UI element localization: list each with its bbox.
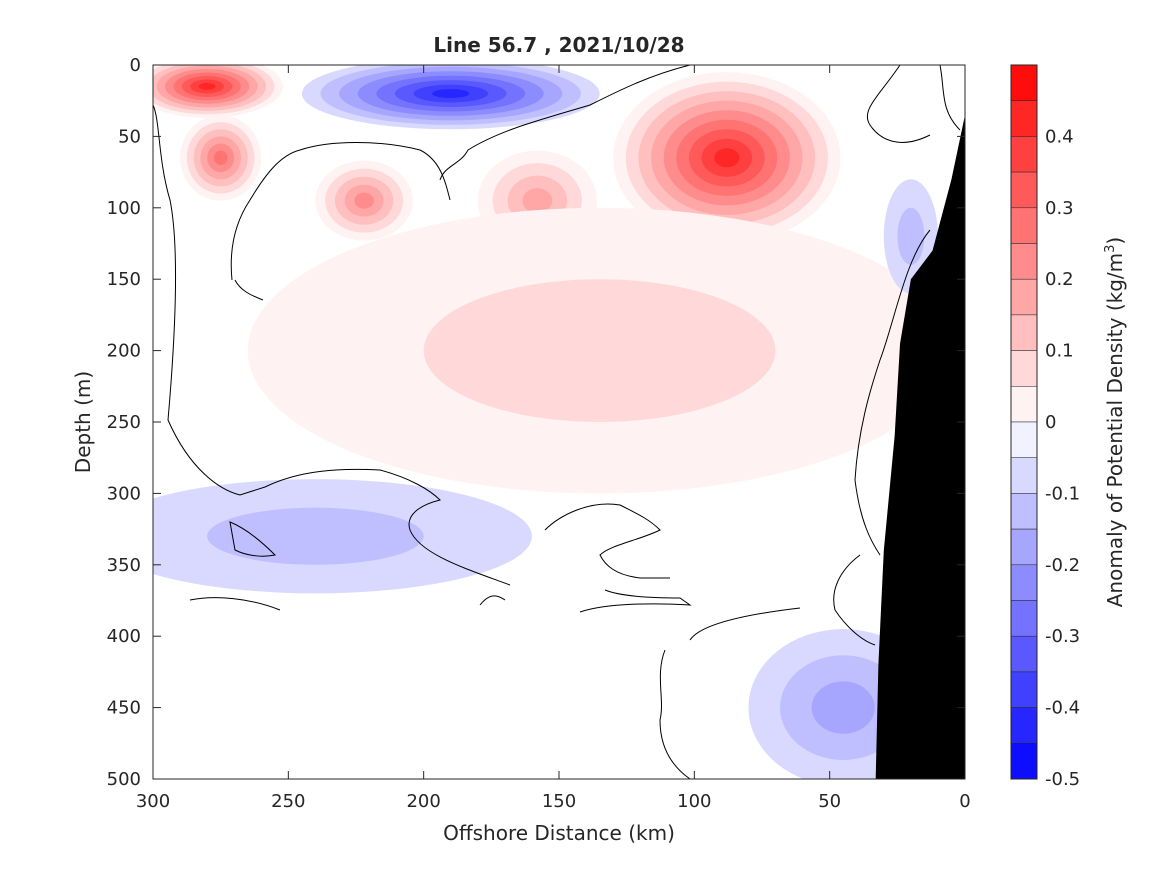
colorbar: 0.4 0.3 0.2 0.1 0 -0.1 -0.2 -0.3 -0.4 -0.5: [1010, 64, 1080, 790]
anomaly-level: [354, 192, 374, 209]
y-tick-label: 0: [130, 55, 141, 76]
anomaly-level: [198, 82, 216, 90]
colorbar-swatch: [1010, 421, 1038, 458]
zero-contour: [229, 521, 277, 557]
colorbar-tick-label: -0.3: [1045, 626, 1080, 647]
zero-contour: [854, 229, 931, 556]
y-tick-label: 250: [107, 412, 141, 433]
zero-contour: [189, 597, 281, 611]
colorbar-tick-label: -0.2: [1045, 555, 1080, 576]
anomaly-level: [432, 89, 470, 99]
colorbar-tick-label: 0.3: [1045, 198, 1074, 219]
x-tick-label: 300: [136, 791, 170, 812]
y-tick-label: 300: [107, 483, 141, 504]
anomaly-level: [423, 279, 776, 422]
anomaly-level: [811, 681, 875, 734]
zero-contour: [866, 65, 931, 143]
anomaly-feature-surface-core-east: [613, 72, 841, 244]
colorbar-swatch: [1010, 350, 1038, 387]
anomaly-feature-subsurface-high-west: [180, 114, 262, 201]
zero-contour: [153, 104, 511, 586]
anomaly-feature-surface-high-west: [153, 65, 283, 118]
zero-contour: [939, 65, 961, 131]
zero-contour: [234, 279, 264, 301]
colorbar-swatch: [1010, 457, 1038, 494]
anomaly-feature-broad-positive: [247, 207, 952, 494]
y-tick-label: 400: [107, 626, 141, 647]
y-axis-label: Depth (m): [71, 371, 95, 473]
colorbar-swatch: [1010, 528, 1038, 566]
colorbar-swatch: [1010, 564, 1038, 601]
y-tick-label: 450: [107, 698, 141, 719]
x-tick-label: 150: [542, 791, 576, 812]
colorbar-tick-label: -0.5: [1045, 769, 1080, 790]
zero-contour-lines: [153, 65, 961, 779]
colorbar-swatch: [1010, 243, 1038, 280]
anomaly-level: [207, 507, 424, 565]
y-tick-label: 100: [107, 198, 141, 219]
x-tick-label: 250: [271, 791, 305, 812]
colorbar-label-sup: 3: [1103, 245, 1118, 253]
colorbar-swatch: [1010, 635, 1038, 673]
x-axis-label: Offshore Distance (km): [443, 821, 675, 845]
zero-contour: [833, 554, 876, 646]
colorbar-tick-label: 0.2: [1045, 269, 1074, 290]
anomaly-level: [897, 207, 925, 265]
y-tick-label: 350: [107, 555, 141, 576]
anomaly-feature-high-225: [315, 160, 413, 241]
colorbar-swatch: [1010, 386, 1038, 423]
x-axis: 300 250 200 150 100 50 0: [136, 65, 971, 812]
colorbar-swatch: [1010, 600, 1038, 637]
colorbar-swatch: [1010, 100, 1038, 137]
colorbar-frame: [1010, 64, 1038, 780]
colorbar-label-main: Anomaly of Potential Density (kg/m: [1103, 253, 1127, 607]
colorbar-tick-label: -0.4: [1045, 698, 1080, 719]
zero-contour: [439, 65, 691, 181]
y-tick-label: 500: [107, 769, 141, 790]
anomaly-field: [153, 65, 952, 779]
colorbar-swatch: [1010, 493, 1038, 530]
y-tick-label: 50: [118, 126, 141, 147]
anomaly-level: [714, 148, 740, 168]
zero-contour: [579, 589, 692, 613]
colorbar-swatch: [1010, 743, 1038, 780]
x-tick-label: 0: [959, 791, 970, 812]
y-tick-label: 150: [107, 269, 141, 290]
colorbar-swatch: [1010, 136, 1038, 173]
colorbar-tick-label: 0.1: [1045, 341, 1074, 362]
x-tick-label: 100: [677, 791, 711, 812]
zero-contour: [544, 503, 670, 579]
zero-contour: [479, 595, 506, 606]
colorbar-tick-label: 0.4: [1045, 126, 1074, 147]
bathymetry-mask: [875, 114, 965, 780]
anomaly-feature-surface-low: [301, 65, 600, 130]
x-tick-label: 200: [406, 791, 440, 812]
colorbar-tick-label: -0.1: [1045, 483, 1080, 504]
zero-contour: [689, 607, 801, 641]
colorbar-swatch: [1010, 314, 1038, 351]
anomaly-level: [522, 188, 553, 214]
colorbar-swatch: [1010, 171, 1038, 209]
colorbar-label: Anomaly of Potential Density (kg/m3): [1103, 237, 1127, 607]
chart-title: Line 56.7 , 2021/10/28: [433, 33, 684, 57]
colorbar-swatch: [1010, 707, 1038, 744]
y-axis: 0 50 100 150 200 250 300 350 400 450 500: [107, 55, 965, 790]
anomaly-level: [213, 150, 228, 165]
x-tick-label: 50: [818, 791, 841, 812]
colorbar-label-close: ): [1103, 237, 1127, 245]
zero-contour: [230, 142, 451, 281]
zero-contour: [659, 649, 691, 779]
colorbar-tick-label: 0: [1045, 412, 1056, 433]
anomaly-feature-low-deep-west: [153, 479, 532, 594]
colorbar-swatch: [1010, 64, 1038, 101]
colorbar-swatch: [1010, 278, 1038, 316]
y-tick-label: 200: [107, 341, 141, 362]
colorbar-swatch: [1010, 207, 1038, 244]
colorbar-swatch: [1010, 671, 1038, 708]
